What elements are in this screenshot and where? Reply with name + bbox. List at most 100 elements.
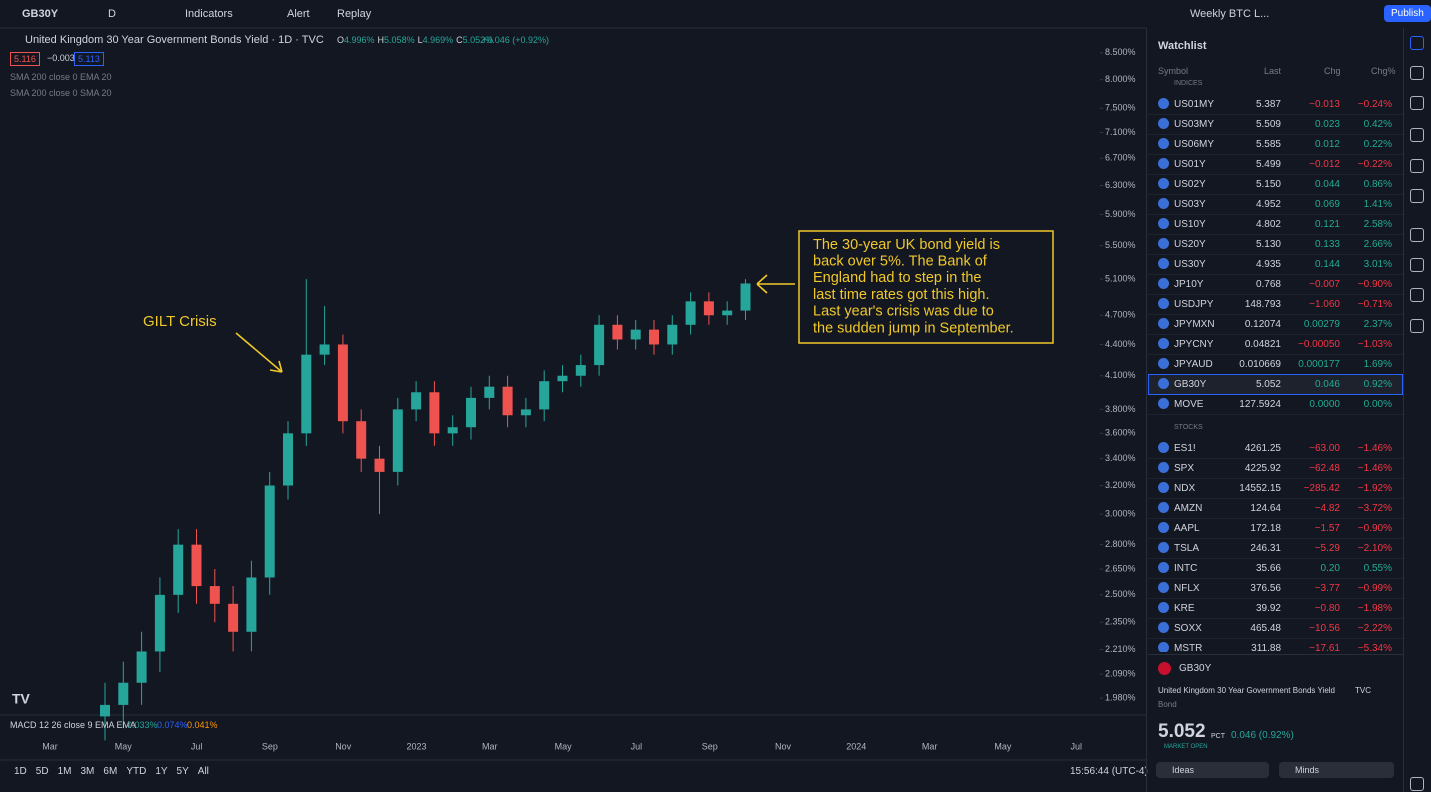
watchlist-row[interactable]: JPYCNY 0.04821 −0.00050 −1.03%: [1148, 334, 1403, 355]
watchlist-row[interactable]: AMZN 124.64 −4.82 −3.72%: [1148, 498, 1403, 519]
change-percent: 0.86%: [1363, 179, 1392, 190]
minds-button[interactable]: Minds: [1279, 762, 1394, 778]
sidebar-icon[interactable]: [1410, 228, 1424, 242]
change-percent: 1.41%: [1363, 199, 1392, 210]
watchlist-row[interactable]: USDJPY 148.793 −1.060 −0.71%: [1148, 294, 1403, 315]
change: −0.007: [1309, 279, 1340, 290]
watchlist-row[interactable]: US06MY 5.585 0.012 0.22%: [1148, 134, 1403, 155]
range-button[interactable]: 1M: [57, 766, 72, 777]
x-tick-label: 2023: [406, 741, 426, 751]
watchlist-row[interactable]: JPYAUD 0.010669 0.000177 1.69%: [1148, 354, 1403, 375]
sidebar-icon[interactable]: [1410, 66, 1424, 80]
symbol: US03MY: [1174, 119, 1215, 130]
symbol-icon: [1158, 602, 1169, 613]
watchlist-row[interactable]: KRE 39.92 −0.80 −1.98%: [1148, 598, 1403, 619]
note-line: last time rates got this high.: [813, 287, 990, 303]
range-button[interactable]: 3M: [80, 766, 95, 777]
sidebar-icon[interactable]: [1410, 36, 1424, 50]
section-header: INDICES: [1174, 80, 1203, 87]
change: 0.023: [1314, 119, 1340, 130]
y-tick-label: 3.000%: [1105, 508, 1136, 518]
symbol: MSTR: [1174, 643, 1203, 652]
indicators-button[interactable]: Indicators: [185, 8, 233, 20]
change: −63.00: [1309, 443, 1340, 454]
symbol-icon: [1158, 158, 1169, 169]
change: −0.00050: [1298, 339, 1340, 350]
symbol-icon: [1158, 502, 1169, 513]
column-header[interactable]: Symbol: [1158, 66, 1189, 76]
range-button[interactable]: All: [197, 766, 209, 777]
sidebar-icon[interactable]: [1410, 319, 1424, 333]
watchlist-rows: INDICES US01MY 5.387 −0.013 −0.24% US03MY 5.50…: [1148, 78, 1403, 652]
sidebar-icon[interactable]: [1410, 189, 1424, 203]
candle-body: [630, 329, 641, 340]
watchlist-row[interactable]: SOXX 465.48 −10.56 −2.22%: [1148, 618, 1403, 639]
column-header[interactable]: Last: [1264, 66, 1282, 76]
change: −285.42: [1303, 483, 1340, 494]
watchlist-row[interactable]: ES1! 4261.25 −63.00 −1.46%: [1148, 438, 1403, 459]
replay-button[interactable]: Replay: [337, 8, 372, 20]
watchlist-row[interactable]: NFLX 376.56 −3.77 −0.99%: [1148, 578, 1403, 599]
ideas-button[interactable]: Ideas: [1156, 762, 1269, 778]
sidebar-icon[interactable]: [1410, 128, 1424, 142]
watchlist-row[interactable]: MOVE 127.5924 0.0000 0.00%: [1148, 394, 1403, 415]
range-button[interactable]: 1Y: [155, 766, 168, 777]
range-button[interactable]: 5D: [35, 766, 49, 777]
watchlist-row[interactable]: US30Y 4.935 0.144 3.01%: [1148, 254, 1403, 275]
watchlist-row[interactable]: MSTR 311.88 −17.61 −5.34%: [1148, 638, 1403, 652]
change-percent: 0.22%: [1363, 139, 1392, 150]
watchlist-row[interactable]: GB30Y 5.052 0.046 0.92%: [1148, 374, 1403, 395]
change-percent: −0.22%: [1357, 159, 1392, 170]
sidebar-icon[interactable]: [1410, 777, 1424, 791]
watchlist-row[interactable]: INTC 35.66 0.20 0.55%: [1148, 558, 1403, 579]
bid-badge: 5.116: [10, 52, 40, 66]
watchlist-row[interactable]: US03Y 4.952 0.069 1.41%: [1148, 194, 1403, 215]
watchlist-row[interactable]: TSLA 246.31 −5.29 −2.10%: [1148, 538, 1403, 559]
watchlist-row[interactable]: AAPL 172.18 −1.57 −0.90%: [1148, 518, 1403, 539]
candle-body: [118, 682, 129, 705]
candle-body: [575, 365, 586, 376]
range-button[interactable]: YTD: [126, 766, 147, 777]
symbol-icon: [1158, 98, 1169, 109]
candle-body: [100, 704, 110, 717]
symbol-search[interactable]: GB30Y: [22, 8, 59, 20]
column-header[interactable]: Chg: [1324, 66, 1341, 76]
ohlc-key: L: [417, 35, 423, 45]
column-header[interactable]: Chg%: [1371, 66, 1396, 76]
range-button[interactable]: 5Y: [176, 766, 189, 777]
watchlist-row[interactable]: US01Y 5.499 −0.012 −0.22%: [1148, 154, 1403, 175]
candle-body: [154, 594, 165, 652]
watchlist-row[interactable]: JP10Y 0.768 −0.007 −0.90%: [1148, 274, 1403, 295]
x-tick-label: Sep: [702, 741, 718, 751]
symbol-icon: [1158, 118, 1169, 129]
x-tick-label: Mar: [482, 741, 498, 751]
watchlist-row[interactable]: US01MY 5.387 −0.013 −0.24%: [1148, 94, 1403, 115]
watchlist-row[interactable]: US10Y 4.802 0.121 2.58%: [1148, 214, 1403, 235]
watchlist-row[interactable]: US20Y 5.130 0.133 2.66%: [1148, 234, 1403, 255]
symbol-icon: [1158, 522, 1169, 533]
y-tick-label: 4.100%: [1105, 370, 1136, 380]
sidebar-icon[interactable]: [1410, 96, 1424, 110]
watchlist-row[interactable]: SPX 4225.92 −62.48 −1.46%: [1148, 458, 1403, 479]
watchlist-title[interactable]: Watchlist: [1158, 40, 1207, 52]
sidebar-icon[interactable]: [1410, 258, 1424, 272]
symbol: AAPL: [1174, 523, 1200, 534]
publish-button[interactable]: Publish: [1384, 5, 1431, 22]
x-tick-label: 2024: [846, 741, 866, 751]
sidebar-icon[interactable]: [1410, 288, 1424, 302]
alert-button[interactable]: Alert: [287, 8, 310, 20]
interval[interactable]: D: [108, 8, 116, 20]
range-button[interactable]: 6M: [103, 766, 118, 777]
range-button[interactable]: 1D: [14, 766, 27, 777]
watchlist-row[interactable]: US03MY 5.509 0.023 0.42%: [1148, 114, 1403, 135]
change-percent: 0.42%: [1363, 119, 1392, 130]
watchlist-row[interactable]: NDX 14552.15 −285.42 −1.92%: [1148, 478, 1403, 499]
candle-body: [374, 458, 385, 472]
watchlist-row[interactable]: JPYMXN 0.12074 0.00279 2.37%: [1148, 314, 1403, 335]
symbol-icon: [1158, 542, 1169, 553]
sidebar-icon[interactable]: [1410, 159, 1424, 173]
details-exchange: TVC: [1355, 686, 1371, 695]
layout-name[interactable]: Weekly BTC L...: [1190, 8, 1270, 20]
watchlist-row[interactable]: US02Y 5.150 0.044 0.86%: [1148, 174, 1403, 195]
